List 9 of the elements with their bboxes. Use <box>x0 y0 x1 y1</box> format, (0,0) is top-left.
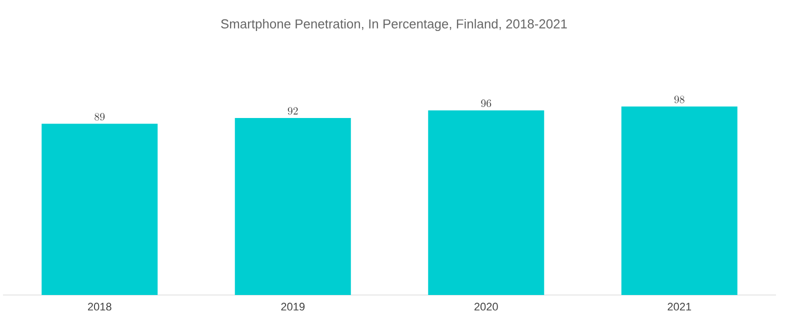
chart-title: Smartphone Penetration, In Percentage, Finland, 2018-2021 <box>221 18 567 32</box>
x-tick-label: 2018 <box>88 302 112 311</box>
x-tick-label: 2019 <box>281 302 305 311</box>
x-tick-label: 2020 <box>474 302 498 311</box>
data-label: 96 <box>481 100 492 108</box>
data-label: 89 <box>94 113 105 120</box>
data-label: 98 <box>674 96 684 104</box>
data-label: 92 <box>288 107 298 115</box>
x-tick-label: 2021 <box>668 302 692 311</box>
